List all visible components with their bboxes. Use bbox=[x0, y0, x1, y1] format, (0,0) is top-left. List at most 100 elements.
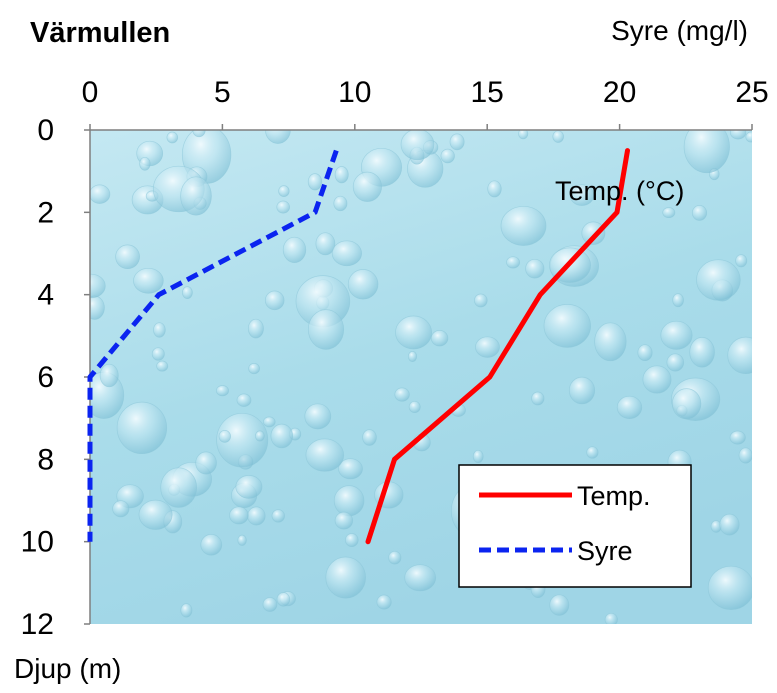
water-droplet bbox=[325, 556, 366, 599]
y-axis-title: Djup (m) bbox=[14, 653, 121, 684]
water-droplet bbox=[235, 475, 263, 499]
water-droplet bbox=[400, 130, 435, 161]
water-droplet bbox=[305, 438, 345, 472]
legend-label-syre: Syre bbox=[577, 536, 633, 566]
x-tick-label: 15 bbox=[471, 76, 504, 109]
water-droplet bbox=[487, 180, 502, 198]
y-tick-labels: 0 2 4 6 8 10 12 bbox=[21, 114, 54, 641]
water-droplet bbox=[569, 184, 595, 206]
y-tick-label: 6 bbox=[37, 361, 54, 394]
water-droplet bbox=[729, 130, 747, 140]
water-droplet bbox=[216, 385, 229, 397]
y-tick-label: 2 bbox=[37, 196, 54, 229]
water-droplet bbox=[352, 171, 382, 202]
water-droplet bbox=[707, 565, 752, 610]
water-droplet bbox=[616, 395, 643, 419]
water-droplet bbox=[255, 430, 265, 442]
series-layer bbox=[87, 148, 630, 545]
water-droplet bbox=[247, 506, 266, 526]
y-tick-label: 0 bbox=[37, 114, 54, 147]
water-droplet bbox=[586, 446, 599, 459]
water-droplet bbox=[604, 612, 618, 624]
water-droplet bbox=[276, 200, 290, 214]
water-droplet bbox=[90, 273, 106, 299]
x-tick-label: 0 bbox=[82, 76, 99, 109]
x-tick-label: 5 bbox=[214, 76, 231, 109]
water-droplet bbox=[376, 594, 392, 610]
water-droplet bbox=[660, 320, 693, 350]
water-droplet bbox=[642, 365, 672, 394]
water-droplet bbox=[474, 293, 488, 308]
water-droplet bbox=[166, 131, 179, 144]
water-droplet bbox=[347, 269, 379, 300]
water-droplet bbox=[271, 509, 285, 523]
water-droplet bbox=[151, 347, 165, 361]
water-droplet bbox=[696, 259, 741, 301]
water-droplet bbox=[153, 322, 166, 338]
water-droplet bbox=[594, 322, 627, 362]
water-droplet bbox=[116, 401, 168, 455]
water-droplet bbox=[719, 513, 740, 536]
water-droplet bbox=[472, 449, 484, 464]
water-droplet bbox=[307, 173, 323, 191]
water-droplet bbox=[475, 336, 500, 358]
water-droplet bbox=[216, 412, 269, 468]
water-droplet bbox=[500, 205, 547, 246]
water-droplet bbox=[388, 550, 402, 565]
water-droplet bbox=[691, 205, 708, 221]
water-droplet bbox=[90, 184, 111, 204]
water-droplet bbox=[666, 353, 685, 372]
water-droplet bbox=[408, 400, 421, 414]
water-droplet bbox=[195, 451, 217, 475]
water-droplet bbox=[229, 506, 249, 525]
y-tick-label: 12 bbox=[21, 608, 54, 641]
water-droplet bbox=[525, 258, 545, 279]
water-droplet bbox=[689, 337, 715, 368]
water-droplet bbox=[112, 500, 130, 518]
water-droplet bbox=[237, 534, 247, 546]
chart-title: Värmullen bbox=[30, 17, 170, 49]
water-droplet bbox=[218, 430, 231, 443]
series-line-temp bbox=[365, 148, 630, 545]
x-axis-title: Syre (mg/l) bbox=[611, 15, 748, 46]
water-droplet bbox=[265, 130, 291, 144]
water-droplet bbox=[263, 416, 276, 428]
water-droplet bbox=[683, 130, 730, 174]
water-droplet bbox=[735, 254, 748, 268]
water-droplet bbox=[334, 511, 354, 530]
water-droplet bbox=[449, 133, 465, 151]
water-droplet bbox=[99, 363, 119, 388]
water-droplet bbox=[115, 244, 140, 270]
y-tick-label: 8 bbox=[37, 443, 54, 476]
water-droplet bbox=[160, 467, 198, 508]
water-droplet bbox=[506, 256, 521, 269]
y-tick-label: 10 bbox=[21, 526, 54, 559]
water-droplet bbox=[440, 148, 455, 164]
water-droplet bbox=[133, 267, 164, 294]
water-droplet bbox=[315, 232, 336, 256]
water-droplet bbox=[182, 286, 193, 299]
water-droplet bbox=[672, 293, 684, 308]
water-droplet bbox=[262, 597, 278, 612]
water-droplet bbox=[395, 315, 433, 350]
x-tick-label: 20 bbox=[603, 76, 636, 109]
water-droplet bbox=[139, 156, 151, 171]
water-droplet bbox=[407, 351, 418, 362]
water-droplet bbox=[248, 363, 260, 375]
water-droplet bbox=[404, 564, 437, 592]
water-droplet bbox=[276, 592, 291, 607]
x-tick-labels: 0 5 10 15 20 25 bbox=[82, 76, 769, 109]
x-tick-label: 10 bbox=[338, 76, 371, 109]
y-tick-label: 4 bbox=[37, 279, 54, 312]
water-droplet bbox=[282, 236, 307, 263]
water-droplet bbox=[637, 344, 653, 362]
water-droplet bbox=[394, 387, 410, 402]
water-droplet bbox=[180, 176, 212, 216]
water-droplet bbox=[180, 603, 193, 618]
water-droplet bbox=[549, 594, 570, 616]
water-droplet bbox=[543, 304, 591, 348]
series-line-syre bbox=[87, 149, 339, 542]
water-droplet bbox=[338, 458, 363, 480]
water-droplet bbox=[531, 391, 545, 406]
